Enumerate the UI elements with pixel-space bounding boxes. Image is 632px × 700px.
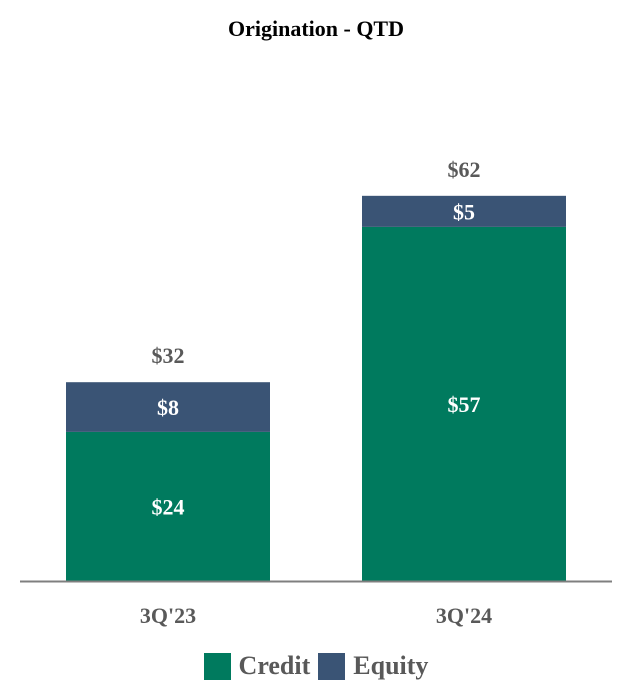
bar-credit-0 <box>66 431 270 581</box>
chart-title: Origination - QTD <box>227 16 404 41</box>
data-label-credit-1: $57 <box>448 392 481 417</box>
data-label-equity-1: $5 <box>453 199 475 224</box>
x-tick-label-0: 3Q'23 <box>140 603 196 628</box>
total-label-0: $32 <box>152 343 185 368</box>
legend-item-credit: Credit <box>203 651 311 681</box>
legend-item-equity: Equity <box>318 651 428 681</box>
x-tick-label-1: 3Q'24 <box>436 603 492 628</box>
data-label-credit-0: $24 <box>152 494 185 519</box>
legend-swatch-equity <box>318 652 346 680</box>
total-label-1: $62 <box>448 157 481 182</box>
legend-label-equity: Equity <box>353 651 429 680</box>
bar-equity-1 <box>362 195 566 227</box>
bar-credit-1 <box>362 226 566 581</box>
bar-equity-0 <box>66 382 270 432</box>
legend-swatch-credit <box>203 652 231 680</box>
data-label-equity-0: $8 <box>157 395 179 420</box>
legend: Credit Equity <box>0 651 632 681</box>
legend-label-credit: Credit <box>238 651 311 680</box>
